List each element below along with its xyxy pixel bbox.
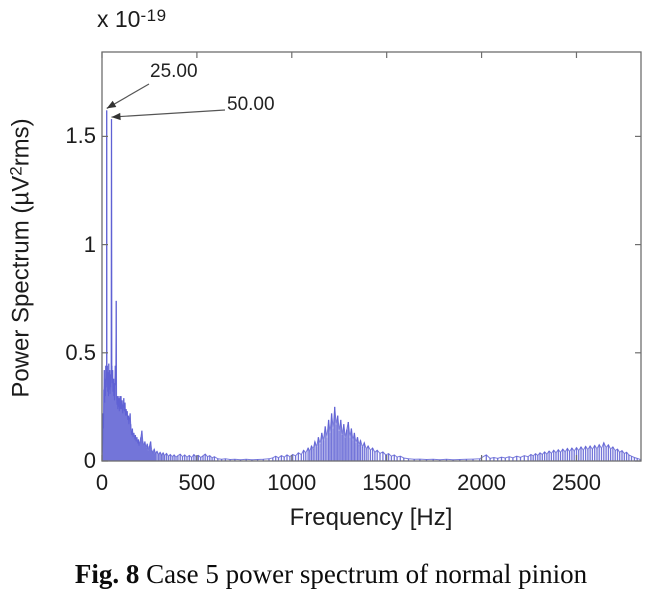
x-tick-label-1000: 1000 (267, 470, 317, 495)
y-tick-label-0.5: 0.5 (65, 339, 96, 365)
x-tick-label-500: 500 (178, 470, 216, 495)
annotation-arrowhead (111, 112, 121, 121)
x-axis-label: Frequency [Hz] (289, 504, 453, 531)
annotation-arrowhead (106, 100, 117, 109)
scale-exponent: -19 (140, 6, 167, 25)
annotation-50hz-label: 50.00 (227, 94, 275, 115)
annotation-arrow-line (111, 109, 226, 118)
annotation-25hz-label: 25.00 (150, 61, 198, 82)
caption-fig-number: Fig. 8 (74, 559, 140, 589)
y-tick-label-0: 0 (83, 448, 96, 473)
x-tick-label-1500: 1500 (362, 470, 412, 495)
y-tick-label-1: 1 (83, 231, 96, 257)
caption-text: Case 5 power spectrum of normal pinion (139, 559, 588, 589)
axes-frame (101, 51, 642, 462)
scale-base: x 10 (97, 6, 141, 32)
spectrum-spikes (101, 110, 641, 461)
x-tick-label-2500: 2500 (551, 470, 601, 495)
figure-caption: Fig. 8 Case 5 power spectrum of normal p… (0, 559, 662, 590)
x-tick-label-0: 0 (95, 470, 109, 495)
y-tick-label-1.5: 1.5 (65, 123, 96, 149)
spectrum-plot (101, 51, 642, 462)
y-axis-scale-label: x 10-19 (97, 6, 167, 33)
spectrum-envelope (101, 110, 641, 461)
x-tick-label-2000: 2000 (457, 470, 507, 495)
